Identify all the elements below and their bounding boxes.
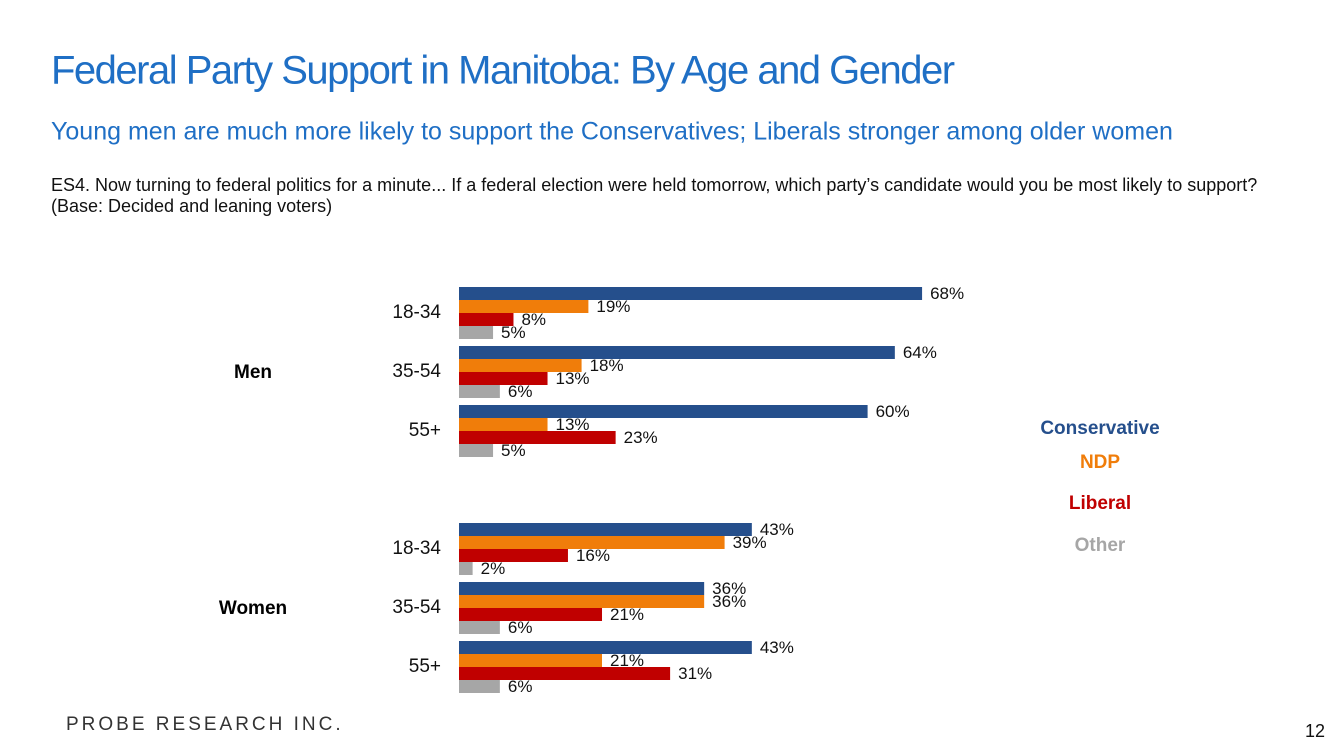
group-label: Women bbox=[219, 598, 287, 619]
legend-entry: Conservative bbox=[1040, 418, 1159, 439]
category-label: 55+ bbox=[409, 656, 441, 677]
bar bbox=[459, 680, 500, 693]
legend-entry: Liberal bbox=[1069, 493, 1131, 514]
value-label: 60% bbox=[876, 402, 910, 421]
value-label: 64% bbox=[903, 343, 937, 362]
question: ES4. Now turning to federal politics for… bbox=[51, 175, 1258, 216]
value-label: 16% bbox=[576, 546, 610, 565]
bar bbox=[459, 313, 514, 326]
value-label: 5% bbox=[501, 441, 526, 460]
bar bbox=[459, 536, 725, 549]
page-number: 12 bbox=[1305, 721, 1325, 741]
bar bbox=[459, 359, 582, 372]
bar bbox=[459, 326, 494, 339]
title: Federal Party Support in Manitoba: By Ag… bbox=[51, 49, 955, 93]
value-label: 39% bbox=[733, 533, 767, 552]
value-label: 36% bbox=[712, 592, 746, 611]
question-box: ES4. Now turning to federal politics for… bbox=[51, 175, 1258, 216]
value-label: 21% bbox=[610, 651, 644, 670]
value-label: 23% bbox=[624, 428, 658, 447]
value-label: 19% bbox=[596, 297, 630, 316]
bar bbox=[459, 444, 494, 457]
value-label: 6% bbox=[508, 382, 533, 401]
value-label: 21% bbox=[610, 605, 644, 624]
bar bbox=[459, 549, 568, 562]
category-label: 35-54 bbox=[392, 597, 441, 618]
bar bbox=[459, 621, 500, 634]
subtitle: Young men are much more likely to suppor… bbox=[51, 118, 1173, 146]
bar bbox=[459, 372, 548, 385]
legend-entry: Other bbox=[1075, 535, 1126, 556]
value-label: 36% bbox=[712, 579, 746, 598]
group-label: Men bbox=[234, 362, 272, 383]
category-label: 35-54 bbox=[392, 361, 441, 382]
bar bbox=[459, 654, 603, 667]
bar bbox=[459, 608, 603, 621]
legend-entry: NDP bbox=[1080, 452, 1120, 473]
value-label: 43% bbox=[760, 520, 794, 539]
value-label: 13% bbox=[556, 415, 590, 434]
value-label: 13% bbox=[556, 369, 590, 388]
value-label: 68% bbox=[930, 284, 964, 303]
bar bbox=[459, 405, 868, 418]
bar bbox=[459, 431, 616, 444]
value-label: 31% bbox=[678, 664, 712, 683]
value-label: 6% bbox=[508, 618, 533, 637]
value-label: 43% bbox=[760, 638, 794, 657]
value-label: 2% bbox=[481, 559, 506, 578]
bar bbox=[459, 287, 923, 300]
category-label: 55+ bbox=[409, 420, 441, 441]
value-label: 6% bbox=[508, 677, 533, 696]
bar bbox=[459, 523, 752, 536]
bar bbox=[459, 562, 473, 575]
bar bbox=[459, 385, 500, 398]
bar bbox=[459, 641, 752, 654]
bar bbox=[459, 595, 705, 608]
logo: PROBE RESEARCH INC. bbox=[66, 714, 344, 735]
bar bbox=[459, 300, 589, 313]
bar bbox=[459, 582, 705, 595]
bar bbox=[459, 667, 671, 680]
value-label: 8% bbox=[521, 310, 546, 329]
category-label: 18-34 bbox=[392, 538, 441, 559]
value-label: 18% bbox=[590, 356, 624, 375]
bar bbox=[459, 346, 895, 359]
bar bbox=[459, 418, 548, 431]
value-label: 5% bbox=[501, 323, 526, 342]
category-label: 18-34 bbox=[392, 302, 441, 323]
